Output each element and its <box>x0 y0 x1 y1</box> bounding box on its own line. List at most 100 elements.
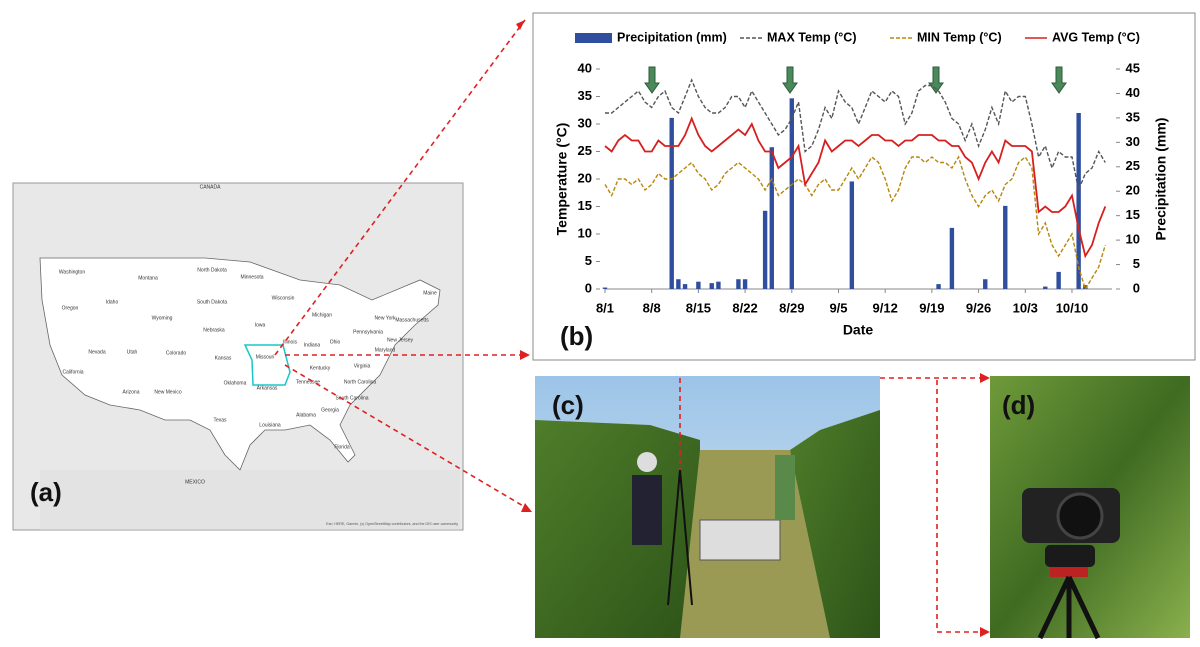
x-tick-label: 9/12 <box>873 300 898 315</box>
precipitation-bar <box>1076 113 1081 289</box>
tripod <box>667 469 681 606</box>
map-label: Utah <box>127 349 138 355</box>
precipitation-bar <box>736 279 741 289</box>
y-tick-label: 20 <box>578 170 592 185</box>
map-label: Montana <box>138 275 158 281</box>
precipitation-bar <box>949 227 955 289</box>
precipitation-bar <box>1003 205 1008 289</box>
map-label: North Carolina <box>344 379 376 385</box>
map-label: Iowa <box>255 322 266 328</box>
temperature-line <box>605 78 1106 193</box>
map-label: Maine <box>423 290 437 296</box>
map-label: New Jersey <box>387 337 414 343</box>
vine-row <box>535 420 700 638</box>
equipment <box>699 519 781 561</box>
panel-label: (b) <box>560 321 593 351</box>
chart-frame <box>532 12 1196 361</box>
panel-label: (d) <box>1002 390 1035 420</box>
x-tick-label: 10/10 <box>1056 300 1089 315</box>
x-tick-label: 9/26 <box>966 300 991 315</box>
arrowhead <box>521 503 532 512</box>
map-label: MEXICO <box>185 479 205 485</box>
map-label: Louisiana <box>259 422 281 428</box>
y2-tick-label: 25 <box>1126 158 1140 173</box>
tripod-head <box>1050 567 1088 577</box>
y2-tick-label: 30 <box>1126 134 1140 149</box>
arrowhead <box>980 627 990 637</box>
legend-label: MAX Temp (°C) <box>767 30 856 44</box>
precipitation-bar <box>983 279 988 289</box>
connector-arrow <box>284 364 531 511</box>
map-label: New Mexico <box>154 389 181 395</box>
temperature-line <box>604 155 1106 291</box>
y-tick-label: 25 <box>578 143 592 158</box>
marker-arrow <box>928 66 944 94</box>
precipitation-bar <box>676 279 681 289</box>
map-label: New York <box>374 315 396 321</box>
connectors <box>274 19 985 633</box>
x-axis-label: Date <box>843 322 874 338</box>
map-label: Oklahoma <box>224 380 247 386</box>
arrowhead <box>520 350 530 360</box>
map-label: Minnesota <box>240 274 263 280</box>
map-attribution: Esri, HERE, Garmin, (c) OpenStreetMap co… <box>326 522 458 526</box>
panel-label: (c) <box>552 390 584 420</box>
map-label: Ohio <box>330 339 341 345</box>
map-label: Arizona <box>123 389 140 395</box>
map-label: Kansas <box>215 355 232 361</box>
map-label: Nevada <box>88 349 105 355</box>
map-label: Florida <box>334 444 350 450</box>
marker-arrow <box>644 66 660 94</box>
photo-vineyard: (c) <box>535 376 880 638</box>
precipitation-bar <box>696 281 701 289</box>
person <box>632 475 662 545</box>
x-tick-label: 8/15 <box>686 300 711 315</box>
precipitation-bar <box>769 147 774 289</box>
x-tick-label: 8/1 <box>596 300 614 315</box>
map-label: Washington <box>59 269 85 275</box>
arrowhead <box>980 373 990 383</box>
y2-tick-label: 20 <box>1126 183 1140 198</box>
camera-lens <box>1056 492 1104 540</box>
y-tick-label: 5 <box>585 253 592 268</box>
map-label: Nebraska <box>203 327 225 333</box>
y-tick-label: 35 <box>578 88 592 103</box>
y2-tick-label: 10 <box>1126 232 1140 247</box>
precipitation-bar <box>936 284 941 289</box>
map-label: Wisconsin <box>272 295 295 301</box>
photo-camera: (d) <box>990 376 1190 640</box>
y2-tick-label: 5 <box>1133 256 1140 271</box>
camera-mount <box>1045 545 1095 567</box>
temperature-line <box>604 116 1107 259</box>
legend-swatch <box>575 33 612 43</box>
y-tick-label: 30 <box>578 115 592 130</box>
map-panel: (a) Esri, HERE, Garmin, (c) OpenStreetMa… <box>12 182 464 531</box>
precipitation-bar <box>849 181 855 289</box>
connector-arrow <box>274 19 526 356</box>
precipitation-bar <box>709 283 714 289</box>
tripod <box>679 469 693 606</box>
y-tick-label: 10 <box>578 225 592 240</box>
precipitation-bar <box>742 279 748 289</box>
us-outline <box>39 257 441 471</box>
x-tick-label: 9/5 <box>829 300 847 315</box>
x-tick-label: 9/19 <box>919 300 944 315</box>
map-label: Arkansas <box>257 385 278 391</box>
person-hat <box>637 452 657 472</box>
y-axis-label: Temperature (°C) <box>554 123 570 236</box>
precipitation-bar <box>682 284 688 289</box>
map-label: Texas <box>213 417 227 423</box>
y2-tick-label: 40 <box>1126 85 1140 100</box>
map-label: Pennsylvania <box>353 329 383 335</box>
x-tick-label: 8/8 <box>643 300 661 315</box>
map-label: Oregon <box>62 305 79 311</box>
map-label: Wyoming <box>152 315 173 321</box>
marker-arrow <box>1051 66 1067 94</box>
map-label: South Carolina <box>335 395 368 401</box>
precipitation-bar <box>669 117 674 289</box>
chart: 0 5 10 15 20 25 30 35 40 0 5 10 15 20 25 30 35 40 45 8/1 8/8… <box>575 30 1140 315</box>
map-label: Georgia <box>321 407 339 413</box>
marker-arrow <box>782 66 798 94</box>
precipitation-bar <box>716 281 721 289</box>
